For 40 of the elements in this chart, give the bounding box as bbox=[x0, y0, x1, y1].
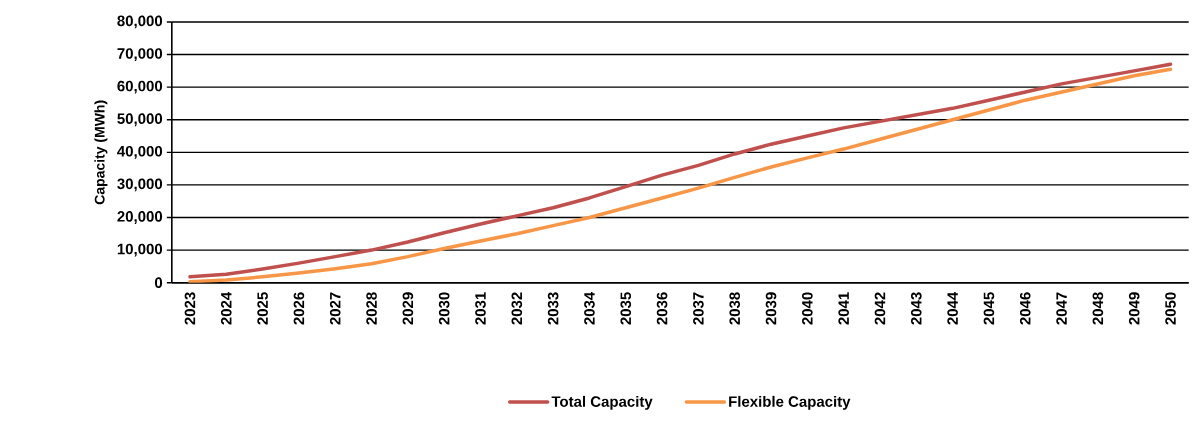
x-tick-label: 2026 bbox=[293, 292, 305, 325]
x-tick-label: 2048 bbox=[1092, 292, 1104, 325]
x-tick-label: 2023 bbox=[184, 292, 196, 325]
y-tick-label: 30,000 bbox=[117, 178, 163, 192]
x-tick-label: 2028 bbox=[366, 292, 377, 325]
x-tick-label: 2036 bbox=[656, 292, 668, 325]
y-tick-label: 70,000 bbox=[117, 48, 163, 62]
y-tick-label: 60,000 bbox=[117, 80, 163, 94]
x-tick-label: 2034 bbox=[584, 292, 595, 325]
x-tick-label: 2035 bbox=[620, 292, 632, 325]
y-tick-label: 50,000 bbox=[117, 113, 163, 127]
y-tick-label: 80,000 bbox=[117, 15, 163, 29]
y-tick-label: 10,000 bbox=[117, 243, 163, 257]
x-tick-label: 2044 bbox=[947, 292, 958, 325]
x-tick-label: 2050 bbox=[1165, 292, 1176, 325]
y-tick-label: 0 bbox=[154, 277, 163, 289]
x-tick-label: 2038 bbox=[729, 292, 741, 325]
x-tick-label: 2031 bbox=[475, 292, 486, 325]
x-tick-label: 2030 bbox=[438, 292, 450, 325]
x-tick-label: 2039 bbox=[765, 292, 777, 325]
x-tick-label: 2043 bbox=[910, 292, 922, 325]
x-tick-label: 2042 bbox=[874, 292, 886, 325]
x-tick-label: 2049 bbox=[1128, 292, 1140, 325]
y-tick-label: 40,000 bbox=[117, 146, 163, 159]
x-tick-label: 2025 bbox=[257, 292, 268, 325]
x-tick-label: 2027 bbox=[329, 292, 341, 325]
x-tick-label: 2032 bbox=[511, 292, 523, 325]
x-tick-label: 2037 bbox=[693, 292, 704, 325]
x-tick-label: 2047 bbox=[1056, 292, 1067, 325]
legend-label: Total Capacity bbox=[551, 396, 653, 411]
y-axis-title: Capacity (MWh) bbox=[94, 100, 108, 205]
x-tick-label: 2033 bbox=[547, 292, 559, 325]
x-tick-label: 2045 bbox=[983, 292, 995, 325]
x-tick-label: 2029 bbox=[402, 292, 414, 325]
x-tick-label: 2041 bbox=[838, 292, 849, 325]
x-tick-label: 2040 bbox=[802, 292, 813, 325]
legend-label: Flexible Capacity bbox=[729, 396, 851, 411]
y-tick-label: 20,000 bbox=[117, 211, 163, 225]
x-tick-label: 2046 bbox=[1019, 292, 1031, 325]
x-tick-label: 2024 bbox=[220, 292, 232, 325]
